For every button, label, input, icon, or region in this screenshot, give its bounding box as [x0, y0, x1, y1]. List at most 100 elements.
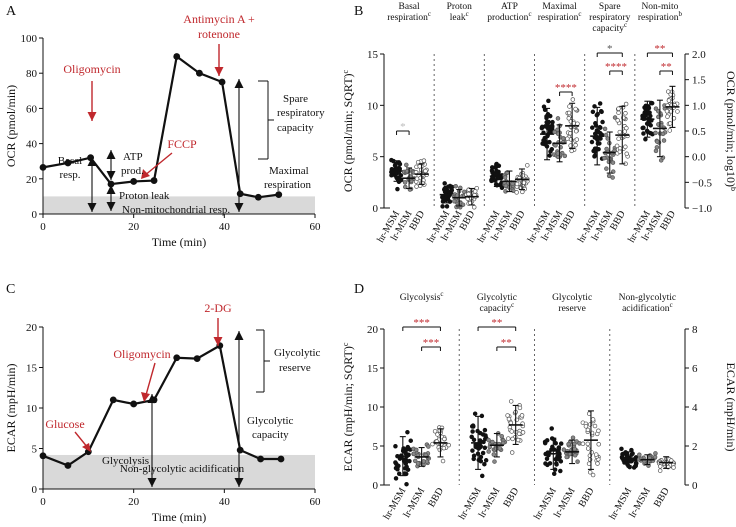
data-point: [539, 124, 545, 130]
panel-letter-c: C: [6, 282, 15, 297]
left-tick-label: 15: [367, 49, 379, 61]
data-point: [596, 442, 601, 447]
data-point: [421, 158, 427, 163]
group-label: BBD: [577, 486, 597, 509]
data-point: [444, 204, 450, 209]
y-tick-label: 80: [26, 68, 38, 80]
data-point: [617, 149, 623, 155]
data-point: [616, 136, 621, 141]
proton-leak-arrow-head-top: [106, 185, 116, 194]
data-point: [648, 123, 653, 128]
data-point: [472, 411, 478, 416]
data-point: [654, 145, 660, 150]
data-point: [470, 429, 475, 434]
data-point: [623, 101, 629, 107]
data-point: [546, 98, 551, 104]
data-point: [519, 413, 525, 418]
data-point: [616, 106, 621, 111]
data-point: [482, 427, 488, 433]
right-tick-label: 2.0: [692, 49, 706, 61]
data-point: [402, 471, 408, 476]
data-point: [592, 131, 598, 136]
data-point: [64, 159, 72, 167]
section-header-sup: b: [678, 10, 682, 18]
data-point: [610, 160, 616, 165]
data-point: [397, 161, 403, 167]
data-point: [486, 437, 491, 443]
data-point: [641, 131, 646, 136]
data-point: [471, 456, 476, 462]
data-point: [664, 108, 670, 114]
data-point: [404, 481, 409, 487]
sig-cap-top-mark: **: [491, 317, 502, 329]
data-point: [107, 180, 115, 188]
data-point: [506, 436, 511, 441]
right-axis-title: ECAR (mpH/min): [724, 363, 736, 452]
data-point: [452, 198, 457, 204]
data-point: [550, 119, 555, 125]
sig-spare-mid-mark: ****: [605, 61, 627, 73]
data-point: [482, 461, 487, 467]
y-tick-label: 20: [26, 174, 38, 186]
data-point: [566, 116, 572, 121]
data-point: [39, 163, 47, 171]
atp-arrow-head-top: [106, 150, 116, 159]
x-tick-label: 0: [40, 221, 46, 233]
atp-arrow-head-bottom: [106, 171, 116, 180]
section-header-line: Glycolysisc: [400, 290, 444, 303]
data-point: [602, 126, 608, 132]
spare-label-2: respiratory: [277, 107, 325, 119]
data-point: [649, 100, 655, 106]
data-point: [415, 159, 421, 165]
data-point: [604, 166, 609, 171]
data-point: [517, 405, 523, 411]
left-tick-label: 0: [373, 480, 379, 492]
section-header-line: Non-glycolytic: [619, 293, 677, 303]
data-point: [583, 424, 589, 429]
data-point: [597, 101, 603, 106]
data-point: [658, 464, 663, 469]
data-point: [173, 53, 181, 60]
section-header-sup: c: [440, 290, 443, 298]
data-point: [567, 104, 572, 109]
data-point: [570, 435, 576, 440]
section-header-line: respirationb: [638, 10, 683, 23]
data-point: [570, 97, 576, 102]
data-point: [665, 114, 670, 119]
data-point: [590, 125, 595, 130]
data-point: [598, 131, 603, 136]
data-point: [405, 467, 411, 472]
baseline-region: [43, 454, 315, 489]
data-point: [661, 138, 667, 143]
data-point: [492, 459, 497, 464]
x-axis-title: Time (min): [152, 510, 207, 524]
data-point: [541, 104, 547, 109]
data-point: [603, 132, 609, 138]
data-point: [555, 116, 561, 121]
data-point: [654, 139, 660, 144]
data-point: [590, 472, 596, 478]
panel-b: B 0 5 10 15 −1.0 −0.5 0.0 0.5 1.0 1.5 2.0 OCR (pmol/…: [341, 2, 736, 245]
reserve-label-2: reserve: [279, 362, 311, 374]
data-point: [503, 183, 509, 189]
x-tick-label: 40: [219, 221, 231, 233]
data-point: [404, 168, 410, 174]
data-point: [575, 459, 580, 464]
data-point: [414, 184, 419, 189]
data-point: [257, 455, 264, 463]
basal-label-2: resp.: [59, 169, 80, 181]
data-point: [637, 452, 642, 457]
data-point: [402, 180, 408, 185]
maximal-arrow-head-bottom: [234, 203, 244, 212]
data-point: [561, 447, 567, 452]
data-point: [109, 396, 117, 404]
section-header-line: reserve: [558, 304, 585, 314]
data-point: [508, 399, 514, 404]
section-header-line: Maximal: [542, 2, 577, 12]
data-point: [514, 190, 519, 195]
data-point: [572, 453, 578, 458]
data-point: [516, 431, 522, 437]
data-point: [575, 121, 580, 126]
data-point: [502, 175, 508, 180]
data-point: [432, 428, 438, 434]
